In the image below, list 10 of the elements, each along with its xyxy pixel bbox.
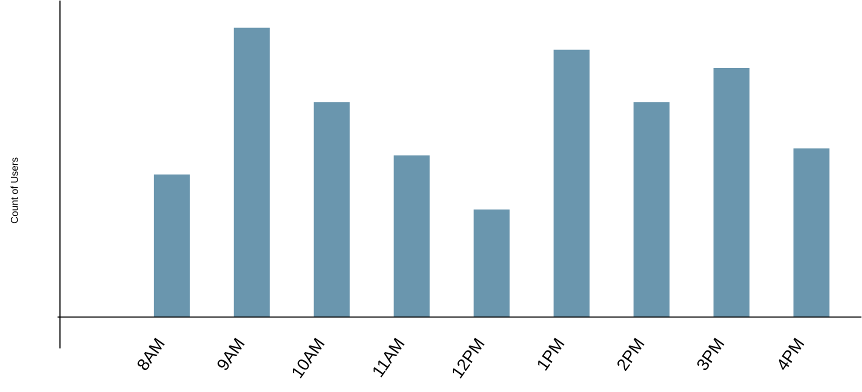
bar <box>793 148 830 317</box>
bar <box>554 50 590 317</box>
bar <box>234 28 270 317</box>
bar <box>714 68 750 317</box>
bar <box>154 174 190 317</box>
bar <box>314 102 350 317</box>
bar <box>634 102 670 317</box>
bar <box>474 209 510 317</box>
y-axis-title: Count of Users <box>10 157 18 224</box>
bar <box>394 155 430 317</box>
